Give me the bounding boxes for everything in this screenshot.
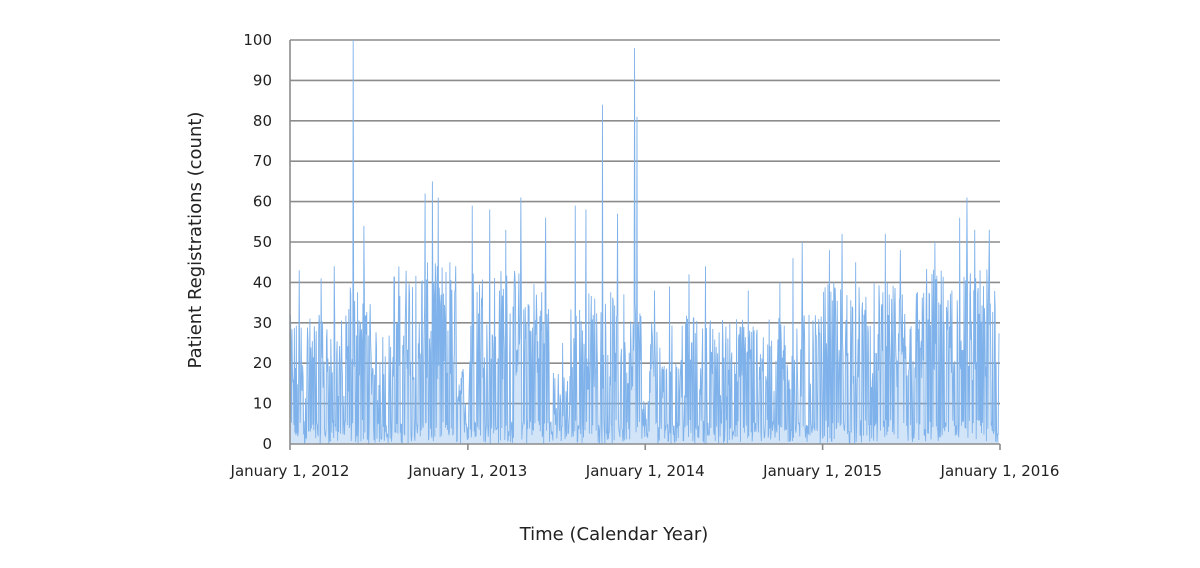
x-tick-label-3: January 1, 2015 xyxy=(762,462,882,480)
x-tick-label-0: January 1, 2012 xyxy=(230,462,350,480)
y-tick-label-10: 10 xyxy=(253,395,272,413)
y-tick-label-80: 80 xyxy=(253,112,272,130)
y-tick-label-40: 40 xyxy=(253,273,272,291)
x-tick-labels: January 1, 2012 January 1, 2013 January 1,… xyxy=(230,462,1060,480)
axes xyxy=(289,40,1001,450)
x-tick-label-2: January 1, 2014 xyxy=(585,462,705,480)
x-tick-label-4: January 1, 2016 xyxy=(940,462,1060,480)
y-tick-label-20: 20 xyxy=(253,354,272,372)
y-tick-label-0: 0 xyxy=(262,435,272,453)
x-tick-label-1: January 1, 2013 xyxy=(407,462,527,480)
y-tick-labels: 0 10 20 30 40 50 60 70 80 90 100 xyxy=(243,31,272,453)
y-tick-label-90: 90 xyxy=(253,71,272,89)
y-tick-label-50: 50 xyxy=(253,233,272,251)
y-axis-title: Patient Registrations (count) xyxy=(185,112,206,369)
x-axis-title: Time (Calendar Year) xyxy=(519,524,709,545)
y-tick-label-30: 30 xyxy=(253,314,272,332)
y-tick-label-60: 60 xyxy=(253,193,272,211)
y-tick-label-70: 70 xyxy=(253,152,272,170)
y-tick-label-100: 100 xyxy=(243,31,272,49)
